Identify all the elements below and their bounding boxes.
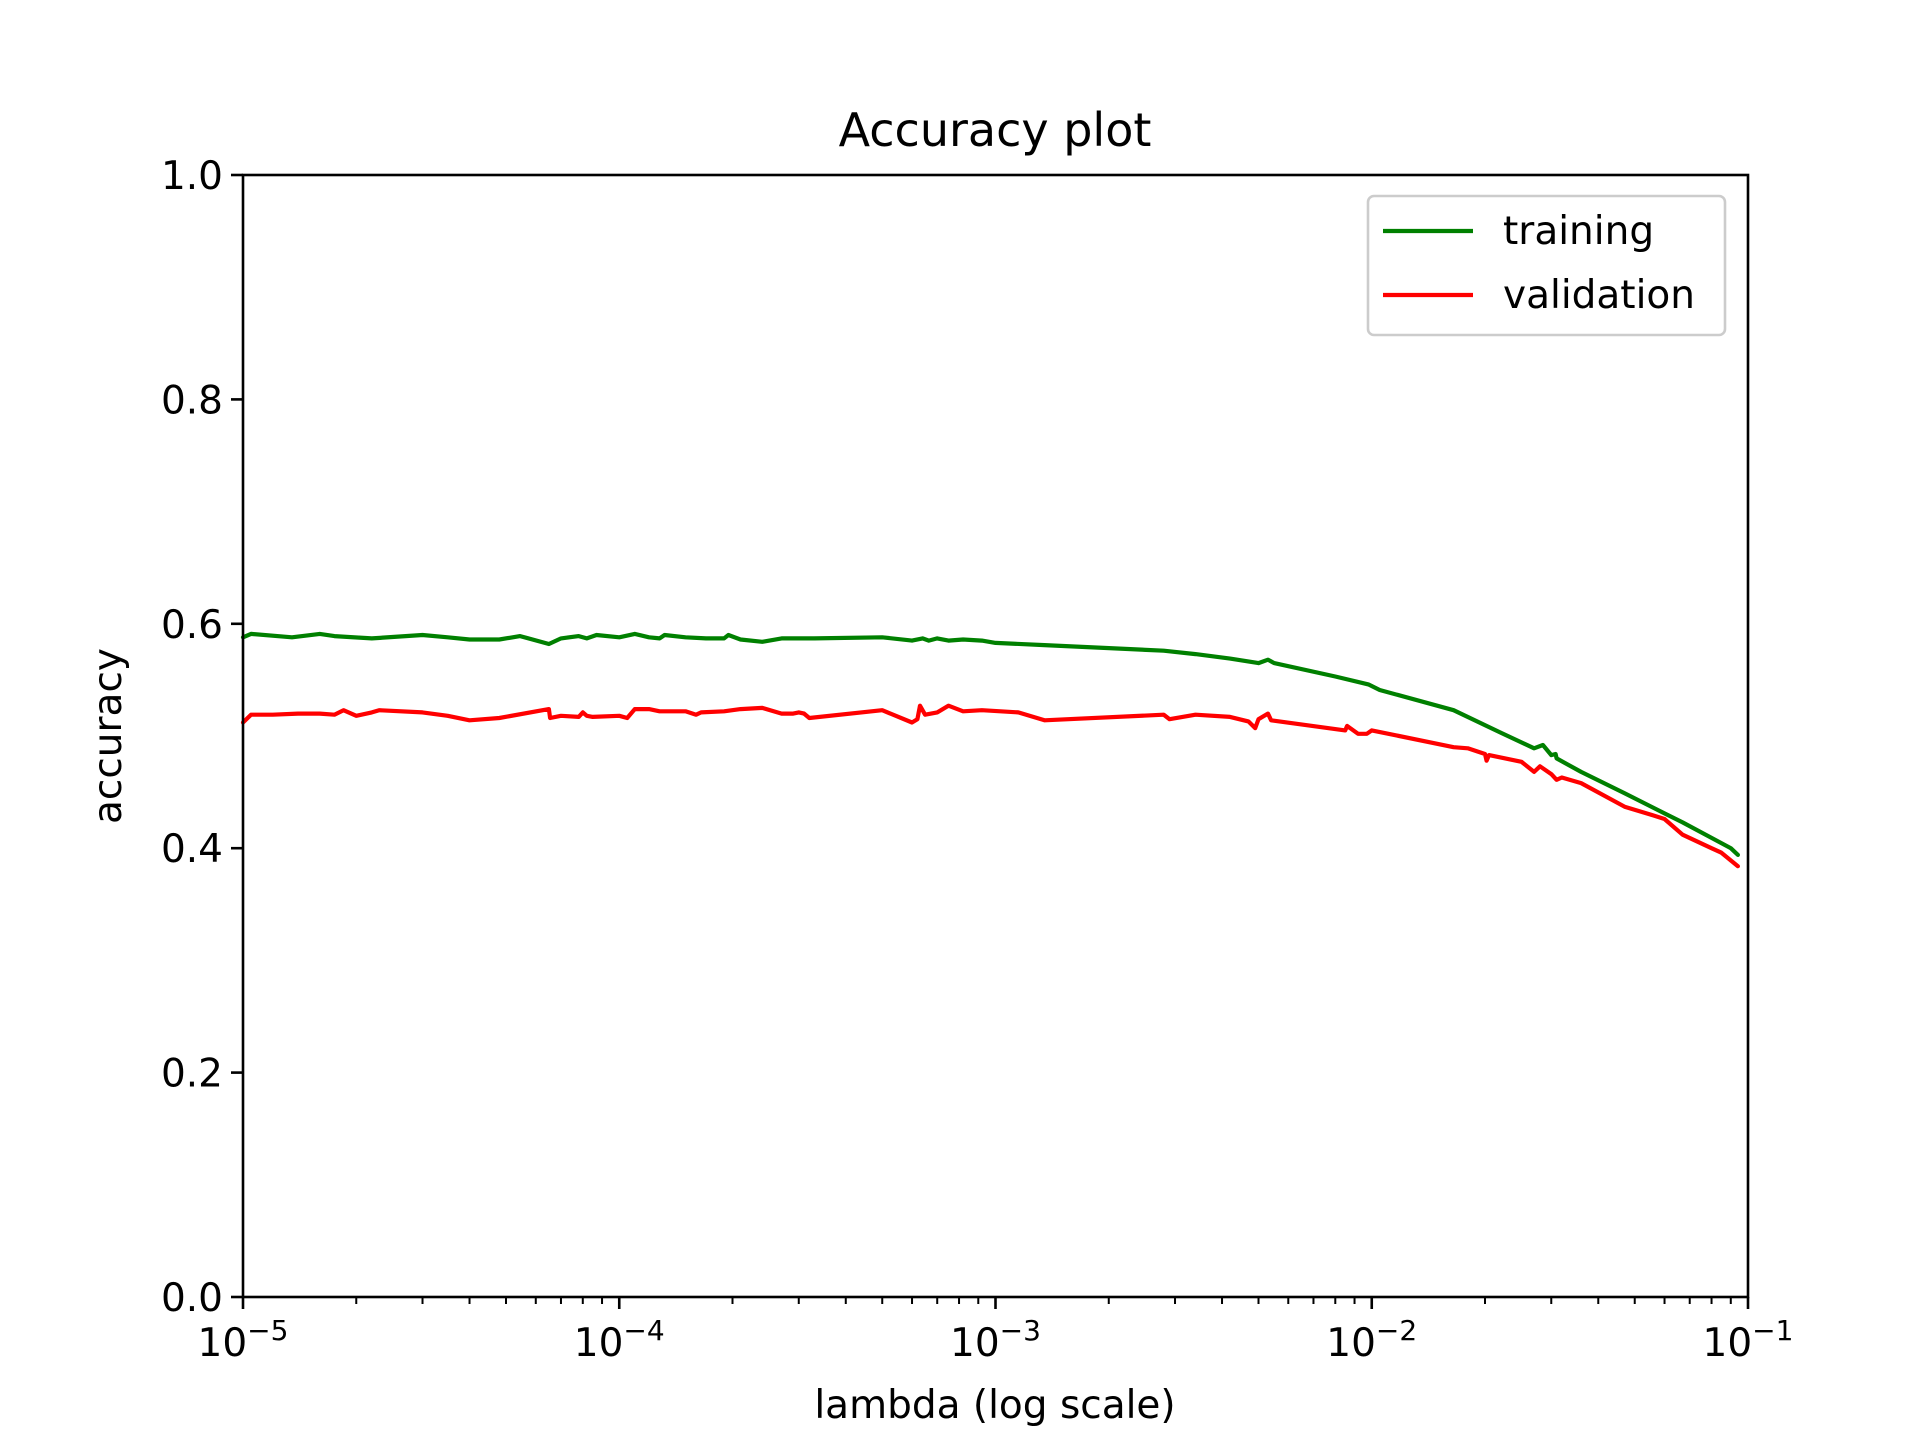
y-tick-label: 0.2 [161, 1052, 223, 1097]
legend: training validation [1366, 194, 1727, 337]
legend-label-training: training [1503, 209, 1654, 254]
series-line-validation [240, 703, 1740, 869]
plot-frame [241, 173, 1750, 1299]
chart-title: Accuracy plot [839, 103, 1152, 157]
y-tick-label: 1.0 [161, 154, 223, 199]
x-tick-label: 10−3 [950, 1314, 1041, 1366]
x-tick-label: 10−1 [1703, 1314, 1794, 1366]
legend-label-validation: validation [1503, 273, 1695, 318]
series-layer [240, 631, 1740, 869]
y-axis-ticks: 0.0 0.2 0.4 0.6 0.8 1.0 [161, 154, 243, 1321]
series-line-training [240, 631, 1740, 857]
x-tick-label: 10−5 [198, 1314, 289, 1366]
x-tick-label: 10−2 [1326, 1314, 1417, 1366]
y-tick-label: 0.0 [161, 1276, 223, 1321]
y-axis-label: accuracy [86, 648, 131, 824]
y-tick-label: 0.8 [161, 378, 223, 423]
x-tick-label: 10−4 [574, 1314, 665, 1366]
y-tick-label: 0.6 [161, 603, 223, 648]
x-axis-label: lambda (log scale) [814, 1383, 1175, 1428]
y-tick-label: 0.4 [161, 827, 223, 872]
x-minor-ticks [355, 1297, 1732, 1304]
x-axis-ticks: 10−5 10−4 10−3 10−2 10−1 [198, 1297, 1794, 1366]
